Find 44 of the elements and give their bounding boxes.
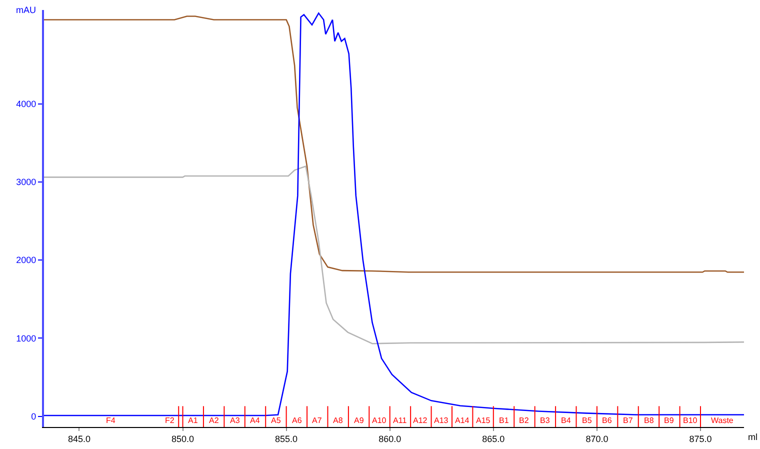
ref-line-label: B9 [664,416,674,425]
line-series [44,166,744,344]
ref-line-label: B1 [499,416,510,425]
y-tick-label: 2000 [16,255,36,266]
ref-line-label: B10 [683,416,698,425]
y-tick-label: 4000 [16,98,36,109]
ref-line-label: B5 [582,416,592,425]
ref-line-label: A9 [354,416,364,425]
ref-line-label: B4 [561,416,572,425]
y-tick-label: 1000 [16,333,36,344]
ref-line-label: B7 [623,416,634,425]
x-axis-title: ml [748,432,758,442]
ref-line-label: A15 [476,416,491,425]
ref-line-label: A2 [209,416,220,425]
ref-line-label: A6 [292,416,302,425]
ref-line-label: B8 [644,416,654,425]
ref-line-label: A12 [413,416,428,425]
y-tick-label: 3000 [16,177,36,188]
ref-line-label: A4 [250,416,260,425]
ref-line-label: B6 [602,416,612,425]
x-tick-label: 845.0 [68,434,90,444]
line-series [44,16,744,273]
y-tick-label: 0 [31,411,36,422]
ref-line-label: Waste [711,416,734,425]
x-tick-label: 870.0 [586,434,608,444]
ref-line-label: B2 [519,416,530,425]
ref-line-label: A3 [230,416,240,425]
x-tick-label: 875.0 [689,434,712,444]
x-tick-label: 855.0 [275,434,298,444]
ref-line-label: F2 [165,416,175,425]
ref-line-label: A13 [434,416,449,425]
ref-line-label: A11 [393,416,408,425]
ref-line-label: A10 [372,416,387,425]
y-axis-title: mAU [16,5,36,15]
ref-line-label: A14 [455,416,470,425]
ref-line-label: A1 [188,416,198,425]
ref-line-label: A7 [312,416,322,425]
ref-line-label: A5 [271,416,282,425]
x-tick-label: 850.0 [171,434,194,444]
annotation: F4 [106,416,116,425]
ref-line-label: A8 [333,416,344,425]
x-tick-label: 860.0 [378,434,402,444]
ref-line-label: B3 [540,416,550,425]
x-tick-label: 865.0 [482,434,505,444]
